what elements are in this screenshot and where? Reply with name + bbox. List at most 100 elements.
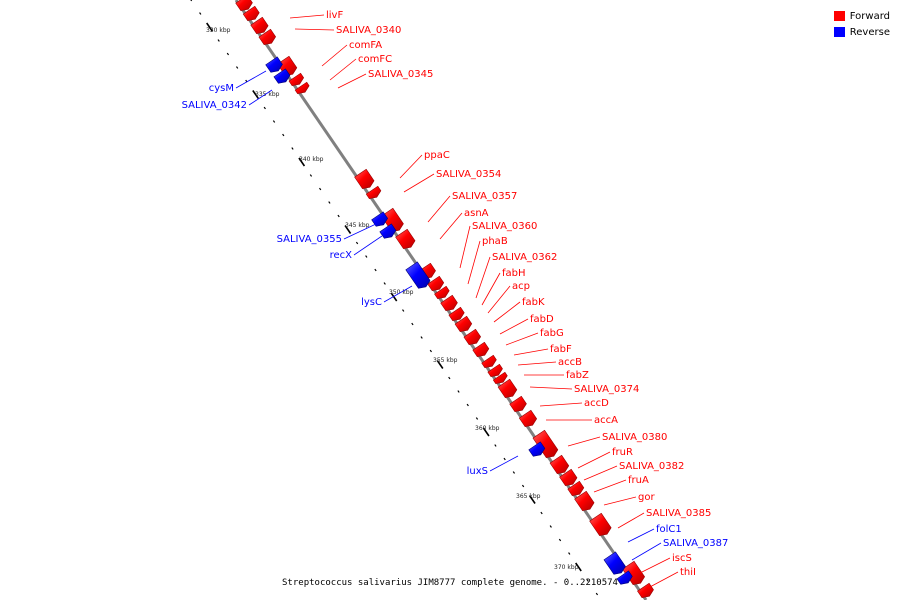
gene-label[interactable]: SALIVA_0354 <box>436 169 501 180</box>
gene-label[interactable]: asnA <box>464 208 489 219</box>
gene-label[interactable]: fabF <box>550 344 572 355</box>
gene-leader-line <box>513 348 549 356</box>
gene-label[interactable]: SALIVA_0342 <box>182 100 247 111</box>
gene-label[interactable]: gor <box>638 492 655 503</box>
ruler-minor-tick <box>568 552 571 555</box>
forward-gene-block[interactable] <box>532 429 559 458</box>
gene-leader-line <box>403 173 435 193</box>
forward-gene-block[interactable] <box>509 395 527 412</box>
gene-leader-line <box>289 14 325 19</box>
forward-gene-block[interactable] <box>559 468 578 486</box>
forward-gene-block[interactable] <box>487 363 503 377</box>
gene-label[interactable]: livF <box>326 10 343 21</box>
gene-label[interactable]: SALIVA_0382 <box>619 461 684 472</box>
ruler-minor-tick <box>365 255 368 258</box>
reverse-gene-block[interactable] <box>273 68 291 84</box>
gene-label[interactable]: phaB <box>482 236 508 247</box>
gene-label[interactable]: SALIVA_0374 <box>574 384 639 395</box>
gene-label[interactable]: cysM <box>209 83 234 94</box>
gene-leader-line <box>399 154 423 179</box>
gene-label[interactable]: SALIVA_0357 <box>452 191 517 202</box>
gene-label[interactable]: fruA <box>628 475 649 486</box>
ruler-minor-tick <box>457 390 460 393</box>
ruler-minor-tick <box>521 484 525 488</box>
forward-gene-block[interactable] <box>288 72 305 86</box>
gene-label[interactable]: accA <box>594 415 618 426</box>
gene-label[interactable]: SALIVA_0345 <box>368 69 433 80</box>
forward-gene-block[interactable] <box>250 16 269 34</box>
forward-gene-block[interactable] <box>258 28 277 45</box>
reverse-gene-block[interactable] <box>265 56 283 73</box>
ruler-minor-tick <box>263 106 266 110</box>
forward-gene-block[interactable] <box>574 490 595 511</box>
forward-gene-block[interactable] <box>518 409 538 427</box>
ruler-minor-tick <box>549 525 552 528</box>
ruler-minor-tick <box>411 322 414 326</box>
forward-gene-block[interactable] <box>567 480 585 496</box>
gene-label[interactable]: comFC <box>358 54 392 65</box>
reverse-gene-block[interactable] <box>371 211 389 227</box>
gene-label[interactable]: comFA <box>349 40 382 51</box>
gene-leader-line <box>529 386 573 390</box>
gene-label[interactable]: acp <box>512 281 530 292</box>
gene-label[interactable]: fruR <box>612 447 633 458</box>
gene-label[interactable]: accD <box>584 398 609 409</box>
strand-legend: Forward Reverse <box>833 8 890 40</box>
legend-forward-label: Forward <box>849 10 890 22</box>
gene-label[interactable]: SALIVA_0360 <box>472 221 537 232</box>
gene-label[interactable]: fabH <box>502 268 526 279</box>
forward-gene-block[interactable] <box>492 371 508 384</box>
gene-leader-line <box>459 225 471 269</box>
forward-gene-block[interactable] <box>589 512 612 536</box>
gene-label[interactable]: SALIVA_0385 <box>646 508 711 519</box>
gene-label[interactable]: SALIVA_0387 <box>663 538 728 549</box>
reverse-gene-block[interactable] <box>616 570 633 585</box>
gene-label[interactable]: SALIVA_0355 <box>277 234 342 245</box>
gene-label[interactable]: SALIVA_0380 <box>602 432 667 443</box>
forward-gene-block[interactable] <box>440 294 458 311</box>
gene-label[interactable]: accB <box>558 357 582 368</box>
gene-label[interactable]: folC1 <box>656 524 682 535</box>
gene-label[interactable]: lysC <box>361 297 382 308</box>
forward-gene-block[interactable] <box>294 81 310 94</box>
ruler-minor-tick <box>383 282 386 285</box>
gene-label[interactable]: recX <box>330 250 353 261</box>
gene-label[interactable]: fabZ <box>566 370 589 381</box>
gene-leader-line <box>329 58 357 81</box>
reverse-gene-block[interactable] <box>603 551 626 575</box>
forward-gene-block[interactable] <box>365 185 382 199</box>
gene-leader-line <box>235 70 267 89</box>
gene-leader-line <box>467 240 481 285</box>
reverse-gene-block[interactable] <box>528 441 546 457</box>
forward-gene-block[interactable] <box>549 454 570 474</box>
forward-gene-block[interactable] <box>395 228 416 249</box>
reverse-gene-block[interactable] <box>405 261 431 289</box>
forward-gene-block[interactable] <box>434 285 450 299</box>
forward-gene-block[interactable] <box>472 341 490 357</box>
gene-label[interactable]: thiI <box>680 567 696 578</box>
forward-gene-block[interactable] <box>235 0 253 11</box>
ruler-label: 360 kbp <box>475 425 500 432</box>
forward-gene-block[interactable] <box>354 168 375 189</box>
gene-label[interactable]: SALIVA_0340 <box>336 25 401 36</box>
forward-gene-block[interactable] <box>242 5 260 21</box>
forward-gene-block[interactable] <box>454 315 473 332</box>
gene-label[interactable]: iscS <box>672 553 692 564</box>
gene-label[interactable]: fabG <box>540 328 564 339</box>
gene-label[interactable]: fabK <box>522 297 545 308</box>
forward-gene-block[interactable] <box>497 378 518 398</box>
reverse-gene-block[interactable] <box>379 223 397 239</box>
gene-label[interactable]: fabD <box>530 314 554 325</box>
ruler-major-tick <box>482 427 490 437</box>
forward-gene-block[interactable] <box>463 328 482 345</box>
forward-gene-block[interactable] <box>448 306 465 321</box>
ruler-minor-tick <box>429 349 433 353</box>
gene-label[interactable]: SALIVA_0362 <box>492 252 557 263</box>
forward-gene-block[interactable] <box>481 354 497 368</box>
gene-label[interactable]: luxS <box>467 466 488 477</box>
gene-leader-line <box>383 285 413 303</box>
forward-gene-block[interactable] <box>427 275 445 291</box>
gene-label[interactable]: ppaC <box>424 150 450 161</box>
gene-labels: livF SALIVA_0340 comFA comFC SALIVA_0345 cysM… <box>182 10 728 589</box>
